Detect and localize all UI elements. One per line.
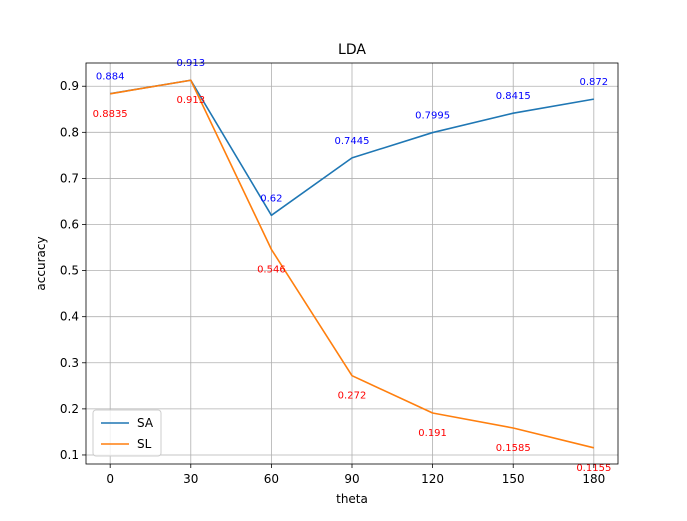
x-tick-label: 90 [344,472,359,486]
chart-title: LDA [338,42,366,58]
grid-layer [86,63,618,464]
data-label-sa: 0.8415 [496,91,531,102]
legend-label-sl: SL [137,437,152,451]
data-label-sa: 0.7995 [415,111,450,122]
data-label-layer: 0.884 0.913 0.62 0.7445 0.7995 0.8415 0.872 0.8… [93,58,612,474]
data-label-sl: 0.1155 [576,463,611,474]
series-line-sl [110,79,595,449]
y-tick-label: 0.9 [60,79,79,93]
x-tick-label: 120 [421,472,444,486]
x-tick-label: 150 [502,472,525,486]
y-tick-label: 0.8 [60,125,79,139]
data-label-sl: 0.8835 [93,109,128,120]
y-tick-label: 0.6 [60,218,79,232]
legend: SA SL [92,409,162,457]
data-label-sl: 0.1585 [496,443,531,454]
y-tick-label: 0.1 [60,448,79,462]
data-label-sl: 0.546 [257,264,286,275]
data-label-sa: 0.872 [579,77,608,88]
tick-layer: 0 30 60 90 120 150 180 0.1 0.2 0.3 0.4 0.5 0.6 0.7 0.8… [60,79,605,486]
legend-label-sa: SA [137,416,154,430]
x-tick-label: 0 [106,472,114,486]
series-layer [110,79,595,449]
data-label-sa: 0.7445 [335,136,370,147]
data-label-sa: 0.62 [260,193,282,204]
y-axis-label: accuracy [34,236,48,290]
data-label-sa: 0.913 [176,58,205,69]
x-axis-label: theta [336,492,368,506]
y-tick-label: 0.4 [60,310,79,324]
x-tick-label: 30 [183,472,198,486]
y-tick-label: 0.5 [60,264,79,278]
data-label-sl: 0.913 [176,95,205,106]
x-tick-label: 180 [582,472,605,486]
data-label-sl: 0.272 [338,391,367,402]
data-label-sa: 0.884 [96,72,125,83]
y-tick-label: 0.3 [60,356,79,370]
y-tick-label: 0.2 [60,402,79,416]
y-tick-label: 0.7 [60,171,79,185]
data-label-sl: 0.191 [418,428,447,439]
x-tick-label: 60 [264,472,279,486]
